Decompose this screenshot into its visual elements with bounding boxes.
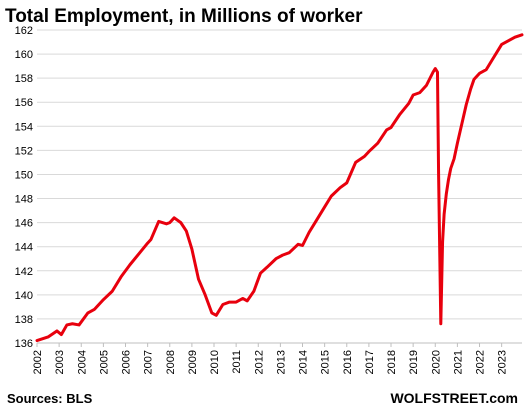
x-tick-label: 2005 [98, 350, 110, 374]
y-tick-label: 142 [15, 266, 33, 278]
x-tick-label: 2015 [320, 350, 332, 374]
y-tick-label: 146 [15, 218, 33, 230]
x-tick-label: 2020 [430, 350, 442, 374]
y-tick-label: 148 [15, 194, 33, 206]
series-group [35, 33, 524, 343]
x-tick-label: 2019 [408, 350, 420, 374]
y-tick-label: 160 [15, 49, 33, 61]
y-tick-label: 150 [15, 169, 33, 181]
x-axis-ticks: 2002 2003 2004 2005 2006 2007 2008 2009 2010 2011… [32, 343, 509, 374]
x-tick-label: 2002 [32, 350, 44, 374]
y-tick-label: 138 [15, 314, 33, 326]
x-tick-label: 2021 [452, 350, 464, 374]
gridlines [37, 29, 522, 344]
series-line-employment [35, 33, 524, 343]
x-tick-label: 2009 [187, 350, 199, 374]
y-tick-label: 154 [15, 121, 33, 133]
x-tick-label: 2003 [54, 350, 66, 374]
y-tick-label: 136 [15, 338, 33, 350]
x-tick-label: 2008 [165, 350, 177, 374]
y-tick-label: 152 [15, 145, 33, 157]
y-tick-label: 140 [15, 290, 33, 302]
x-tick-label: 2014 [298, 350, 310, 374]
x-tick-label: 2006 [121, 350, 133, 374]
x-tick-label: 2010 [209, 350, 221, 374]
x-tick-label: 2007 [143, 350, 155, 374]
y-axis-ticks: 136 138 140 142 144 146 148 150 152 154 156 158 160 1… [15, 25, 33, 350]
y-tick-label: 158 [15, 73, 33, 85]
brand-label: WOLFSTREET.com [390, 390, 518, 406]
x-tick-label: 2018 [386, 350, 398, 374]
x-tick-label: 2004 [76, 350, 88, 374]
x-tick-label: 2017 [364, 350, 376, 374]
x-tick-label: 2023 [497, 350, 509, 374]
x-tick-label: 2012 [253, 350, 265, 374]
y-tick-label: 144 [15, 242, 33, 254]
y-tick-label: 162 [15, 25, 33, 37]
x-tick-label: 2011 [231, 350, 243, 374]
y-tick-label: 156 [15, 97, 33, 109]
source-label: Sources: BLS [7, 391, 93, 406]
x-tick-label: 2016 [342, 350, 354, 374]
chart-title: Total Employment, in Millions of worker [5, 6, 363, 27]
x-tick-label: 2013 [275, 350, 287, 374]
x-tick-label: 2022 [475, 350, 487, 374]
